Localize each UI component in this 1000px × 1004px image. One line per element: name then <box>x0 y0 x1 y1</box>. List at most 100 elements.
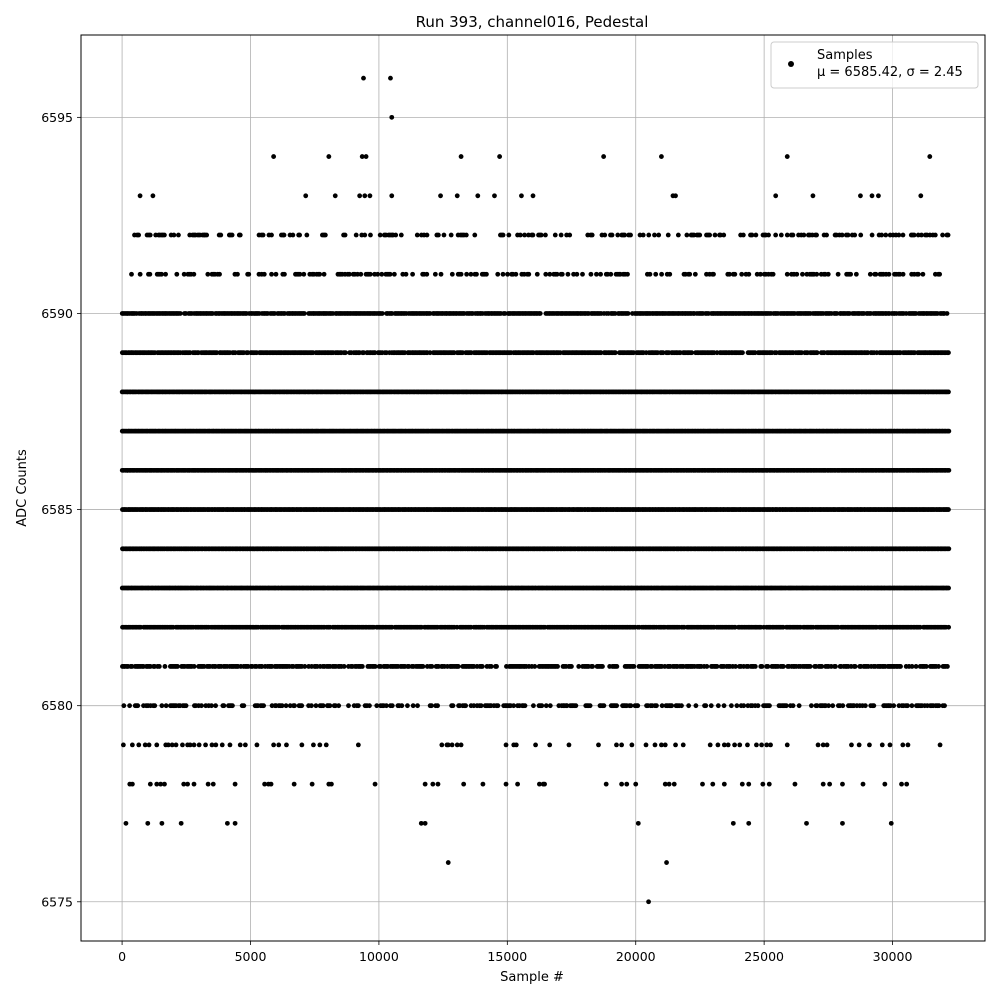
data-point <box>360 664 365 669</box>
data-point <box>539 703 544 708</box>
data-point <box>715 664 720 669</box>
data-point <box>600 664 605 669</box>
data-point <box>781 664 786 669</box>
data-point <box>531 703 536 708</box>
grid-lines <box>81 35 985 941</box>
data-point <box>694 703 699 708</box>
data-point <box>936 664 941 669</box>
data-point <box>760 664 765 669</box>
data-point <box>945 664 950 669</box>
data-point <box>946 546 951 551</box>
data-point <box>532 664 537 669</box>
data-point <box>456 664 461 669</box>
data-point <box>494 664 499 669</box>
data-point <box>797 703 802 708</box>
data-point <box>230 703 235 708</box>
data-point <box>716 703 721 708</box>
data-point <box>853 664 858 669</box>
data-point <box>679 703 684 708</box>
data-point <box>284 703 289 708</box>
data-point <box>863 703 868 708</box>
data-point <box>669 703 674 708</box>
data-point <box>421 664 426 669</box>
data-point <box>946 429 951 434</box>
data-point <box>555 664 560 669</box>
chart-title: Run 393, channel016, Pedestal <box>416 13 649 31</box>
data-point <box>164 703 169 708</box>
data-point <box>722 703 727 708</box>
data-point <box>602 703 607 708</box>
data-point <box>399 703 404 708</box>
data-point <box>209 703 214 708</box>
data-point <box>152 703 157 708</box>
data-point <box>346 703 351 708</box>
data-point <box>480 664 485 669</box>
data-point <box>415 703 420 708</box>
data-point <box>314 703 319 708</box>
data-point <box>489 664 494 669</box>
data-point <box>784 703 789 708</box>
data-point <box>756 703 761 708</box>
data-point <box>734 703 739 708</box>
data-point <box>840 703 845 708</box>
data-point <box>184 703 189 708</box>
data-point <box>946 390 951 395</box>
data-point <box>946 507 951 512</box>
data-point <box>429 664 434 669</box>
data-point <box>946 468 951 473</box>
data-point <box>753 664 758 669</box>
data-point <box>343 350 348 355</box>
data-point <box>336 703 341 708</box>
data-point <box>635 703 640 708</box>
data-point <box>192 664 197 669</box>
data-point <box>342 664 347 669</box>
data-point <box>405 703 410 708</box>
data-point <box>891 703 896 708</box>
data-point <box>356 703 361 708</box>
data-point <box>411 703 416 708</box>
data-point <box>924 664 929 669</box>
data-point <box>833 664 838 669</box>
data-point <box>946 586 951 591</box>
data-point <box>199 703 204 708</box>
data-point <box>791 703 796 708</box>
data-point <box>523 703 528 708</box>
data-point <box>809 703 814 708</box>
data-point <box>614 664 619 669</box>
data-point <box>321 703 326 708</box>
data-point <box>213 703 218 708</box>
data-point <box>942 703 947 708</box>
data-point <box>871 703 876 708</box>
data-point <box>384 703 389 708</box>
data-point <box>631 664 636 669</box>
data-point <box>135 703 140 708</box>
data-point <box>496 703 501 708</box>
data-point <box>159 703 164 708</box>
data-point <box>946 625 951 630</box>
data-point <box>614 703 619 708</box>
data-point <box>261 703 266 708</box>
data-point <box>914 664 919 669</box>
data-point <box>121 703 126 708</box>
data-point <box>573 703 578 708</box>
data-point <box>898 664 903 669</box>
data-point <box>704 664 709 669</box>
data-point <box>299 703 304 708</box>
data-point <box>163 664 168 669</box>
data-point <box>826 703 831 708</box>
data-point <box>175 664 180 669</box>
data-point <box>241 703 246 708</box>
data-point <box>703 703 708 708</box>
data-point <box>429 703 434 708</box>
data-point <box>367 703 372 708</box>
data-point <box>729 703 734 708</box>
data-point <box>435 703 440 708</box>
data-point <box>588 703 593 708</box>
data-point <box>709 703 714 708</box>
data-point <box>292 703 297 708</box>
data-point <box>127 703 132 708</box>
data-point <box>157 664 162 669</box>
data-point <box>590 664 595 669</box>
